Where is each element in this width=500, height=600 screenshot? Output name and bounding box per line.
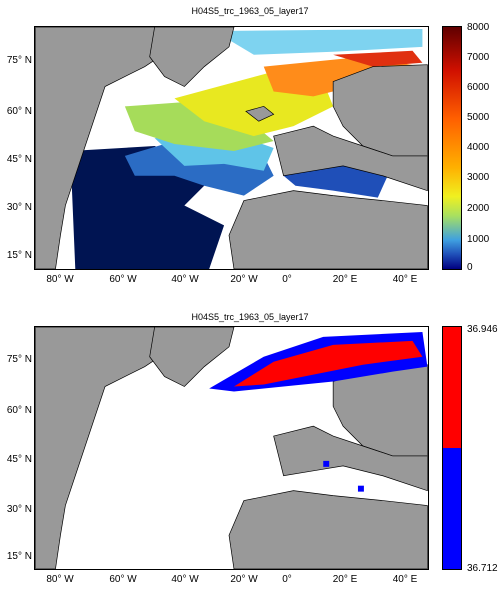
panel2-xtick: 40° W — [171, 574, 199, 585]
field-red — [233, 340, 423, 387]
panel1-xtick: 20° E — [332, 274, 358, 285]
panel2-cb-tick: 36.946 — [467, 324, 498, 335]
panel2-xtick: 80° W — [46, 574, 74, 585]
panel1-cb-tick: 5000 — [467, 112, 490, 123]
panel1-xtick: 20° W — [230, 274, 258, 285]
panel1-cb-tick: 1000 — [467, 234, 490, 245]
panel2-ytick: 15° N — [6, 551, 32, 562]
panel1-colorbar — [442, 26, 462, 270]
panel2-xtick: 40° E — [392, 574, 418, 585]
land-africa — [228, 490, 428, 569]
field-red — [333, 50, 423, 67]
panel2-ytick: 75° N — [6, 354, 32, 365]
panel2-ytick: 30° N — [6, 504, 32, 515]
land-greenland — [149, 327, 235, 387]
land-africa — [228, 190, 428, 269]
panel1-xtick: 60° W — [109, 274, 137, 285]
panel2-title: H04S5_trc_1963_05_layer17 — [191, 312, 309, 322]
panel1-ytick: 60° N — [6, 106, 32, 117]
panel1-xtick: 40° W — [171, 274, 199, 285]
panel1-map — [34, 26, 429, 270]
field-cyan-north — [214, 28, 423, 55]
panel2-xtick: 20° E — [332, 574, 358, 585]
land-europe — [273, 425, 428, 492]
field-green — [124, 101, 274, 151]
panel2-xtick: 20° W — [230, 574, 258, 585]
panel1-ytick: 75° N — [6, 55, 32, 66]
panel1-cb-tick: 2000 — [467, 203, 490, 214]
field-dot — [323, 460, 330, 467]
panel1-cb-tick: 7000 — [467, 52, 490, 63]
land-iceland — [245, 105, 275, 122]
panel1-cb-tick: 6000 — [467, 82, 490, 93]
panel2-xtick: 60° W — [109, 574, 137, 585]
land-europe — [273, 125, 428, 192]
panel1-cb-tick: 4000 — [467, 142, 490, 153]
panel1-ytick: 15° N — [6, 250, 32, 261]
panel1-cb-tick: 8000 — [467, 22, 490, 33]
panel2-ytick: 60° N — [6, 405, 32, 416]
panel1-xtick: 0° — [282, 274, 292, 285]
panel1-xtick: 40° E — [392, 274, 418, 285]
panel2-xtick: 0° — [282, 574, 292, 585]
land-greenland — [149, 27, 235, 87]
panel1-ytick: 45° N — [6, 154, 32, 165]
panel1-title: H04S5_trc_1963_05_layer17 — [191, 6, 309, 16]
panel1-cb-tick: 3000 — [467, 172, 490, 183]
panel1-ytick: 30° N — [6, 202, 32, 213]
panel1-cb-tick: 0 — [467, 262, 473, 273]
panel1-xtick: 80° W — [46, 274, 74, 285]
panel2-cb-tick: 36.712 — [467, 563, 498, 574]
panel2-map — [34, 326, 429, 570]
panel2-colorbar — [442, 326, 462, 570]
panel2-ytick: 45° N — [6, 454, 32, 465]
field-dot — [357, 485, 364, 492]
